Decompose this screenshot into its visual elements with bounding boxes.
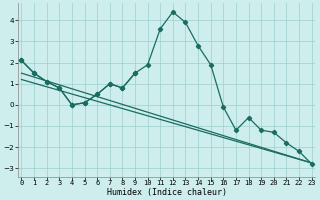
- X-axis label: Humidex (Indice chaleur): Humidex (Indice chaleur): [107, 188, 227, 197]
